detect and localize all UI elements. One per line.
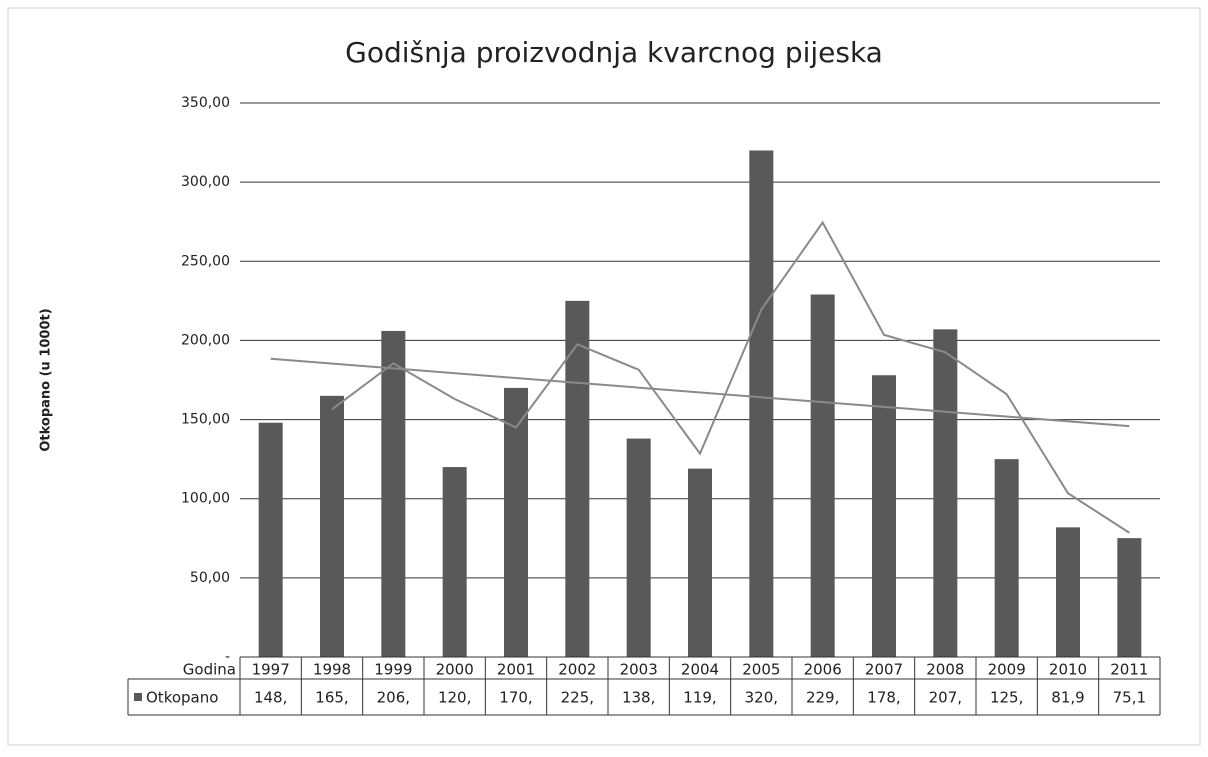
y-tick-label: 50,00 (190, 570, 230, 586)
table-value: 206, (377, 689, 410, 707)
table-value: 165, (315, 689, 348, 707)
chart-title: Godišnja proizvodnja kvarcnog pijeska (345, 36, 883, 69)
table-value: 125, (990, 689, 1023, 707)
table-value: 81,9 (1051, 689, 1084, 707)
table-value: 320, (745, 689, 778, 707)
table-value: 148, (254, 689, 287, 707)
x-tick-label: 2008 (926, 661, 964, 679)
bar (872, 375, 896, 657)
linear-trendline (270, 357, 1130, 428)
y-axis-label: Otkopano (u 1000t) (39, 308, 54, 451)
bar (1056, 527, 1080, 657)
legend-label: Otkopano (146, 689, 218, 707)
y-tick-label: 150,00 (181, 412, 230, 428)
x-tick-label: 2011 (1110, 661, 1148, 679)
table-value: 178, (867, 689, 900, 707)
y-tick-label: 100,00 (181, 491, 230, 507)
x-tick-label: 2002 (558, 661, 596, 679)
table-value: 75,1 (1113, 689, 1146, 707)
y-tick-label: 300,00 (181, 174, 230, 190)
table-value: 170, (499, 689, 532, 707)
chart-border (7, 7, 1201, 746)
bar (688, 468, 712, 657)
x-tick-label: 2006 (804, 661, 842, 679)
x-tick-label: 2005 (742, 661, 780, 679)
bar (442, 467, 467, 657)
bar (1117, 538, 1142, 657)
y-tick-label: 200,00 (181, 332, 230, 348)
x-tick-label: 1998 (313, 661, 351, 679)
table-value: 119, (683, 689, 716, 707)
x-tick-label: 2003 (620, 661, 658, 679)
bar (933, 329, 958, 657)
y-tick-label: - (225, 649, 230, 665)
bar (565, 300, 590, 657)
x-tick-label: 2004 (681, 661, 719, 679)
x-tick-label: 2007 (865, 661, 903, 679)
table-value: 207, (929, 689, 962, 707)
y-tick-label: 350,00 (181, 95, 230, 111)
table-value: 138, (622, 689, 655, 707)
table-value: 229, (806, 689, 839, 707)
bar (626, 438, 651, 657)
legend-swatch (134, 693, 142, 701)
bar (381, 330, 406, 657)
bar (320, 395, 344, 657)
bar (749, 150, 774, 657)
x-tick-label: 2001 (497, 661, 535, 679)
bar (504, 387, 528, 657)
table-value: 225, (561, 689, 594, 707)
moving-average (331, 220, 1130, 534)
x-tick-label: 1997 (252, 661, 290, 679)
x-tick-label: 2009 (988, 661, 1026, 679)
bar (810, 294, 835, 657)
bar (994, 459, 1019, 657)
x-tick-label: 2000 (436, 661, 474, 679)
bar (258, 422, 283, 657)
table-header: Godina (183, 661, 236, 679)
y-tick-label: 250,00 (181, 253, 230, 269)
x-tick-label: 1999 (374, 661, 412, 679)
table-value: 120, (438, 689, 471, 707)
x-tick-label: 2010 (1049, 661, 1087, 679)
